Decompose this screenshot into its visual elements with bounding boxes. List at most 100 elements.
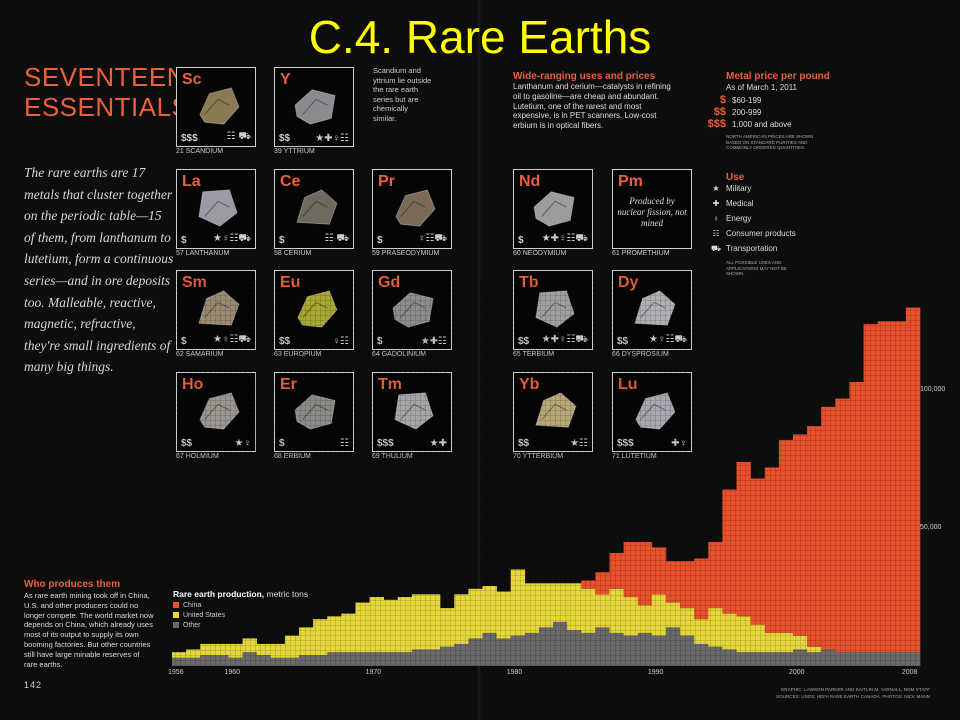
bar-other-1961 (242, 652, 257, 666)
legend-swatch (173, 602, 179, 608)
element-symbol: Sc (182, 71, 202, 88)
element-price-rating: $$$ (181, 133, 198, 144)
element-name: 68 ERBIUM (274, 453, 311, 460)
bar-other-1972 (397, 652, 413, 666)
legend-united-states: United States (173, 612, 225, 619)
bar-other-1974 (426, 649, 441, 666)
bar-other-1985 (581, 632, 596, 666)
bar-united-states-1991 (665, 602, 681, 628)
bar-united-states-1964 (284, 635, 300, 658)
bar-china-1989 (637, 541, 653, 606)
bar-other-2006 (877, 652, 893, 666)
bar-united-states-1999 (778, 632, 794, 653)
element-tile-y: Y $$ ★✚♀☷ (274, 67, 354, 147)
bar-united-states-1958 (200, 643, 215, 655)
energy-bulb-icon: ♀ (713, 214, 719, 223)
element-price-rating: $ (279, 438, 285, 449)
bar-china-2002 (821, 406, 836, 650)
use-label: Medical (726, 199, 754, 208)
bar-china-1991 (665, 561, 681, 603)
bar-other-1980 (510, 635, 526, 666)
element-name: 67 HOLMIUM (176, 453, 219, 460)
element-price-rating: $$$ (617, 438, 634, 449)
element-name: 60 NEODYMIUM (513, 250, 567, 257)
element-price-rating: $$ (518, 336, 530, 347)
element-price-rating: $ (518, 235, 524, 246)
x-tick-label: 1970 (365, 669, 382, 676)
bar-other-2005 (863, 652, 878, 666)
mineral-sample-image (635, 392, 676, 430)
bar-united-states-1996 (736, 616, 751, 653)
bar-other-2002 (821, 649, 836, 666)
element-use-icons: ☷ (340, 438, 349, 449)
metal-price-date: As of March 1, 2011 (726, 83, 797, 92)
element-name: 66 DYSPROSIUM (612, 351, 669, 358)
credit-sources: SOURCES: USGS; HEFA RARE EARTH CANADA. P… (775, 694, 930, 699)
use-consumer: ☷ Consumer products (710, 229, 795, 238)
bar-united-states-1956 (172, 652, 187, 658)
bar-united-states-1967 (327, 616, 342, 653)
element-price-rating: $ (377, 336, 383, 347)
element-price-rating: $$ (617, 336, 629, 347)
bar-united-states-1985 (581, 588, 596, 633)
bar-other-2001 (807, 652, 822, 666)
element-use-icons: ★✚☷ (420, 336, 447, 347)
element-symbol: Ce (280, 173, 301, 190)
use-military: ★ Military (710, 184, 751, 193)
bar-other-1956 (172, 657, 187, 666)
bar-china-1996 (736, 461, 751, 617)
bar-other-1959 (214, 654, 229, 666)
element-tile-eu: Eu $$ ♀☷ (274, 270, 354, 350)
bar-china-1993 (694, 558, 709, 620)
bar-china-1999 (778, 439, 794, 633)
bar-united-states-1997 (750, 624, 766, 653)
element-name: 62 SAMARIUM (176, 351, 224, 358)
medical-cross-icon: ✚ (712, 199, 720, 208)
bar-china-2005 (863, 324, 878, 653)
bar-united-states-1966 (313, 619, 328, 655)
mineral-sample-image (294, 89, 336, 125)
bar-other-1957 (186, 657, 201, 666)
bar-other-1963 (270, 657, 286, 666)
bar-united-states-1995 (722, 613, 737, 650)
element-name: 65 TERBIUM (513, 351, 555, 358)
bar-united-states-1965 (299, 627, 314, 655)
bar-united-states-1993 (694, 619, 709, 644)
bar-china-2007 (891, 321, 907, 653)
element-name: 58 CERIUM (274, 250, 312, 257)
x-tick-label: 2000 (788, 669, 805, 676)
bar-china-1987 (609, 552, 624, 589)
element-tile-tb: Tb $$ ★✚♀☷⛟ (513, 270, 593, 350)
bar-other-1960 (228, 657, 243, 666)
element-name: 63 EUROPIUM (274, 351, 322, 358)
mineral-sample-image (394, 392, 434, 430)
bar-united-states-1975 (440, 608, 455, 647)
element-tile-sm: Sm $ ★♀☷⛟ (176, 270, 256, 350)
bar-united-states-1990 (651, 594, 667, 636)
price-tier-symbol: $$$ (707, 118, 726, 130)
bar-china-1997 (750, 478, 766, 625)
bar-china-1986 (595, 572, 610, 595)
element-use-icons: ★☷ (570, 438, 588, 449)
bar-united-states-2001 (807, 646, 822, 653)
element-tile-gd: Gd $ ★✚☷ (372, 270, 452, 350)
legend-label: Other (183, 622, 201, 629)
element-name: 69 THULIUM (372, 453, 413, 460)
element-use-icons: ♀☷⛟ (417, 233, 447, 244)
slide-title: C.4. Rare Earths (308, 11, 652, 63)
element-symbol: Pm (618, 173, 643, 190)
bar-china-1988 (623, 541, 639, 598)
bar-united-states-1969 (355, 602, 370, 653)
chart-title: Rare earth production, metric tons (173, 589, 308, 599)
price-tier-2: $$ 200-999 (698, 106, 762, 118)
bar-other-1995 (722, 649, 737, 666)
intro-text: The rare earths are 17 metals that clust… (24, 165, 174, 375)
bar-china-1992 (680, 561, 695, 609)
bar-united-states-1976 (454, 594, 469, 644)
bar-united-states-1970 (369, 597, 384, 653)
chart-title-unit: metric tons (266, 589, 309, 599)
bar-other-2008 (905, 652, 921, 666)
y-tick-label: 100,000 (920, 386, 946, 394)
bar-other-1990 (651, 635, 667, 666)
section-title-line-1: SEVENTEEN (24, 62, 186, 92)
